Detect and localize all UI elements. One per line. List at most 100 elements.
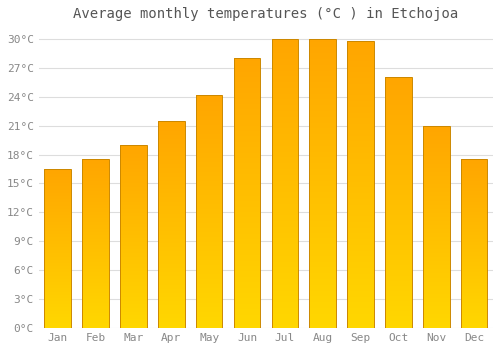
Bar <box>234 274 260 277</box>
Bar <box>348 311 374 314</box>
Bar <box>234 74 260 77</box>
Bar <box>461 271 487 272</box>
Bar <box>385 203 411 205</box>
Bar <box>234 128 260 131</box>
Bar <box>44 258 71 260</box>
Bar <box>348 58 374 61</box>
Bar <box>423 132 450 134</box>
Bar <box>348 325 374 328</box>
Bar <box>423 134 450 136</box>
Bar <box>196 148 222 151</box>
Bar <box>44 280 71 282</box>
Bar <box>120 233 146 235</box>
Bar <box>82 196 109 198</box>
Bar <box>158 268 184 270</box>
Bar <box>44 242 71 244</box>
Bar <box>310 172 336 175</box>
Bar <box>423 190 450 192</box>
Bar <box>385 296 411 298</box>
Bar <box>385 283 411 286</box>
Bar <box>82 291 109 293</box>
Bar <box>44 312 71 314</box>
Bar <box>348 314 374 317</box>
Bar <box>82 171 109 173</box>
Bar <box>385 245 411 248</box>
Bar <box>44 290 71 292</box>
Bar <box>272 108 298 111</box>
Bar <box>348 271 374 274</box>
Bar <box>158 189 184 191</box>
Bar <box>158 216 184 218</box>
Bar <box>82 198 109 200</box>
Bar <box>348 308 374 311</box>
Bar <box>234 177 260 180</box>
Bar <box>120 286 146 288</box>
Bar <box>310 152 336 154</box>
Bar <box>234 255 260 258</box>
Bar <box>423 286 450 288</box>
Bar <box>272 311 298 314</box>
Bar <box>423 156 450 158</box>
Bar <box>234 290 260 293</box>
Bar <box>82 261 109 262</box>
Bar <box>423 140 450 142</box>
Bar <box>423 243 450 245</box>
Bar <box>423 172 450 174</box>
Bar <box>120 312 146 314</box>
Bar <box>196 323 222 326</box>
Bar <box>272 273 298 276</box>
Bar <box>234 206 260 209</box>
Bar <box>158 303 184 305</box>
Bar <box>196 314 222 316</box>
Bar <box>423 168 450 170</box>
Bar <box>196 249 222 251</box>
Bar <box>348 245 374 248</box>
Bar <box>385 195 411 198</box>
Bar <box>82 281 109 282</box>
Bar <box>423 126 450 128</box>
Bar <box>385 293 411 296</box>
Bar <box>461 281 487 282</box>
Bar <box>234 223 260 225</box>
Bar <box>423 261 450 263</box>
Bar <box>120 224 146 225</box>
Bar <box>158 264 184 266</box>
Bar <box>44 193 71 195</box>
Bar <box>310 140 336 143</box>
Bar <box>385 193 411 195</box>
Bar <box>272 215 298 218</box>
Bar <box>82 166 109 168</box>
Bar <box>461 218 487 220</box>
Bar <box>272 154 298 158</box>
Bar <box>196 109 222 111</box>
Bar <box>385 313 411 316</box>
Bar <box>234 239 260 242</box>
Bar <box>158 144 184 146</box>
Bar <box>234 123 260 126</box>
Bar <box>196 99 222 102</box>
Bar <box>385 90 411 92</box>
Bar <box>461 198 487 200</box>
Bar <box>234 231 260 234</box>
Bar <box>348 41 374 328</box>
Bar <box>120 279 146 281</box>
Bar <box>82 224 109 225</box>
Bar <box>82 159 109 328</box>
Bar <box>385 92 411 95</box>
Bar <box>272 158 298 160</box>
Bar <box>348 92 374 95</box>
Bar <box>423 136 450 138</box>
Bar <box>82 278 109 279</box>
Bar <box>385 250 411 253</box>
Bar <box>82 269 109 271</box>
Bar <box>348 173 374 176</box>
Bar <box>461 235 487 237</box>
Bar <box>234 266 260 269</box>
Bar <box>158 256 184 258</box>
Bar <box>82 272 109 274</box>
Bar <box>44 314 71 315</box>
Bar <box>348 101 374 104</box>
Bar <box>44 311 71 312</box>
Bar <box>120 235 146 237</box>
Bar <box>348 248 374 251</box>
